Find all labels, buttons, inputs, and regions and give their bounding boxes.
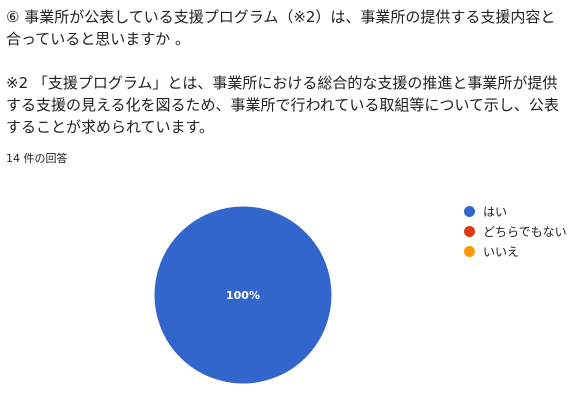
legend-swatch-0 <box>464 205 475 217</box>
question-text: ⑥ 事業所が公表している支援プログラム（※2）は、事業所の提供する支援内容と合っ… <box>6 6 562 138</box>
pie-data-label-0: 100% <box>226 289 260 302</box>
question-note: ※2 「支援プログラム」とは、事業所における総合的な支援の推進と事業所が提供する… <box>6 74 559 136</box>
legend-label-1: どちらでもない <box>483 224 567 239</box>
legend-item-0: はい <box>464 201 567 221</box>
chart-legend: はいどちらでもない いいえ <box>464 201 567 261</box>
legend-label-0: はい <box>483 204 508 219</box>
legend-swatch-1 <box>464 225 475 237</box>
question-title: ⑥ 事業所が公表している支援プログラム（※2）は、事業所の提供する支援内容と合っ… <box>6 8 556 48</box>
legend-swatch-2 <box>464 245 475 257</box>
legend-item-2: いいえ <box>464 241 567 261</box>
pie-group: 100% <box>153 205 333 385</box>
legend-label-2: いいえ <box>483 244 520 259</box>
legend-item-1: どちらでもない <box>464 221 567 241</box>
response-count: 14 件の回答 <box>6 152 68 165</box>
pie-slice-0 <box>153 205 333 385</box>
